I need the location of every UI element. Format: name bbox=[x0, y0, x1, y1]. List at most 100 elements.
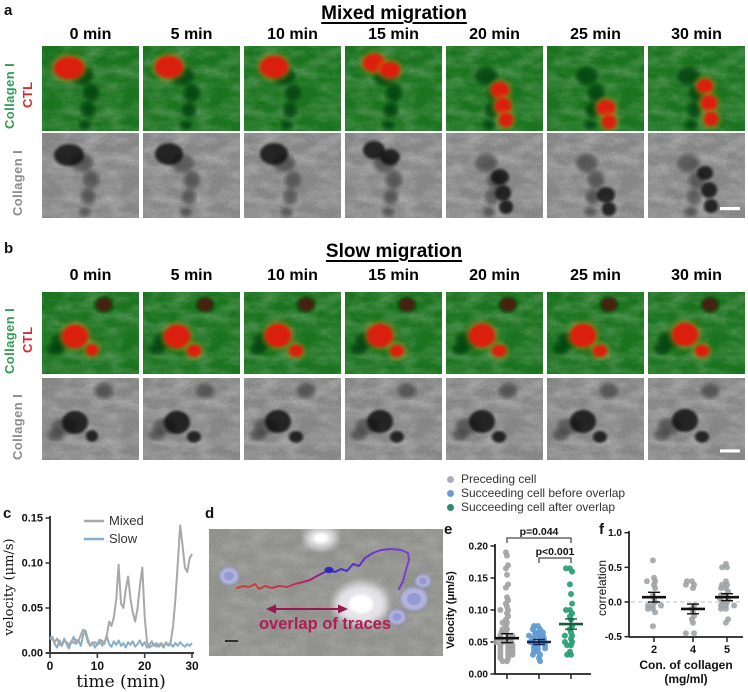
ctl-cell bbox=[390, 345, 404, 357]
stained-cell-core bbox=[407, 593, 421, 605]
legend-label: Slow bbox=[109, 531, 138, 546]
data-point bbox=[499, 658, 506, 665]
time-label: 25 min bbox=[570, 267, 621, 284]
cell-shadow bbox=[367, 409, 393, 433]
micrograph-a-fluo-1 bbox=[143, 46, 240, 131]
matrix-channel bbox=[586, 189, 600, 205]
matrix-channel bbox=[79, 120, 91, 130]
micrograph-a-fluo-0 bbox=[42, 46, 139, 131]
matrix-channel bbox=[285, 84, 301, 102]
stained-cell-core bbox=[224, 571, 234, 581]
micrograph-b-fluo-4 bbox=[446, 292, 543, 374]
matrix-channel bbox=[184, 84, 200, 102]
cell-shadow bbox=[54, 144, 84, 166]
matrix-channel bbox=[677, 154, 699, 172]
matrix-channel bbox=[584, 207, 596, 217]
overlap-annotation: overlap of traces bbox=[259, 615, 391, 633]
matrix-channel bbox=[576, 67, 598, 85]
ctl-cell bbox=[597, 100, 615, 116]
collagen-label: Collagen I bbox=[10, 393, 25, 460]
micrograph-a-gray-0 bbox=[42, 133, 139, 218]
cell-shadow bbox=[155, 143, 183, 165]
ctl-cell bbox=[62, 324, 88, 348]
micrograph-a-gray-6 bbox=[648, 133, 745, 218]
trace-knot bbox=[324, 566, 334, 574]
ctl-cell bbox=[54, 57, 84, 79]
stained-cell-core bbox=[419, 577, 427, 585]
cell-shadow bbox=[265, 409, 291, 433]
time-label: 5 min bbox=[170, 26, 213, 43]
data-point bbox=[493, 639, 499, 645]
panel-a-title-text: Mixed migration bbox=[321, 3, 467, 24]
matrix-channel bbox=[588, 171, 604, 189]
ctl-cell bbox=[602, 115, 616, 129]
data-point bbox=[569, 600, 576, 607]
cell-shadow bbox=[62, 410, 88, 434]
ctl-cell bbox=[164, 324, 190, 348]
legend-item: Preceding cell bbox=[447, 472, 625, 486]
data-point bbox=[718, 605, 724, 612]
matrix-channel bbox=[654, 343, 670, 355]
cell-shadow bbox=[570, 409, 596, 433]
panel-d-letter: d bbox=[205, 505, 215, 522]
micrograph-b-fluo-3 bbox=[345, 292, 442, 374]
panel-b-row1-labels: Collagen I CTL bbox=[0, 292, 40, 374]
dim-cell bbox=[601, 297, 617, 312]
matrix-channel bbox=[677, 67, 699, 85]
time-label: 15 min bbox=[368, 26, 419, 43]
bright-cell-core bbox=[313, 533, 329, 543]
micrograph-a-fluo-4 bbox=[446, 46, 543, 131]
cell-shadow bbox=[499, 200, 513, 214]
micrograph-a-fluo-6 bbox=[648, 46, 745, 131]
ctl-cell bbox=[672, 322, 698, 347]
ctl-cell bbox=[491, 82, 509, 98]
stained-cell-core bbox=[392, 613, 402, 621]
matrix-channel bbox=[48, 429, 64, 441]
matrix-channel bbox=[149, 429, 165, 441]
ctl-cell bbox=[701, 95, 717, 111]
time-label: 10 min bbox=[267, 26, 318, 43]
matrix-channel bbox=[382, 120, 394, 130]
scale-bar bbox=[720, 449, 740, 453]
matrix-channel bbox=[184, 171, 200, 189]
cell-shadow bbox=[495, 185, 511, 201]
texture-grain bbox=[143, 378, 240, 460]
matrix-channel bbox=[83, 84, 99, 102]
matrix-channel bbox=[499, 382, 517, 399]
matrix-channel bbox=[196, 382, 214, 399]
data-point bbox=[569, 568, 576, 575]
matrix-channel bbox=[685, 120, 697, 130]
time-label: 0 min bbox=[69, 26, 112, 43]
panel-b-fluorescence-row bbox=[42, 292, 745, 374]
panel-c-letter: c bbox=[3, 505, 12, 522]
cell-shadow bbox=[701, 182, 717, 198]
collagen-label: Collagen I bbox=[2, 307, 17, 374]
micrograph-b-gray-1 bbox=[143, 378, 240, 460]
y-tick-label: 0.20 bbox=[469, 542, 489, 553]
matrix-channel bbox=[475, 67, 497, 85]
micrograph-b-gray-5 bbox=[547, 378, 644, 460]
matrix-channel bbox=[398, 382, 416, 399]
cell-shadow bbox=[187, 431, 201, 443]
panel-b-time-row: 0 min 5 min 10 min 15 min 20 min 25 min 30 min bbox=[42, 267, 746, 285]
micrograph-b-gray-2 bbox=[244, 378, 341, 460]
significance-bracket bbox=[506, 537, 572, 543]
y-tick-label: 0.5 bbox=[608, 563, 622, 574]
data-point bbox=[658, 602, 665, 609]
cell-shadow bbox=[491, 169, 509, 185]
ctl-cell bbox=[695, 345, 709, 357]
data-point bbox=[509, 651, 516, 658]
data-point bbox=[497, 607, 504, 613]
matrix-channel bbox=[182, 189, 196, 205]
matrix-channel bbox=[701, 382, 719, 399]
y-tick-label: 1.0 bbox=[608, 528, 622, 539]
data-point bbox=[682, 630, 689, 637]
micrograph-b-fluo-0 bbox=[42, 292, 139, 374]
y-axis-label: correlation bbox=[597, 560, 609, 616]
significance-bracket bbox=[538, 557, 572, 563]
time-label: 5 min bbox=[170, 267, 213, 284]
matrix-channel bbox=[182, 102, 196, 118]
data-point bbox=[649, 557, 656, 564]
legend-label: Succeeding cell after overlap bbox=[461, 500, 616, 514]
velocity-dotplot: 0.00 0.05 0.10 0.15 0.20 p=0.044 p<0.001 Veloci… bbox=[445, 526, 591, 681]
